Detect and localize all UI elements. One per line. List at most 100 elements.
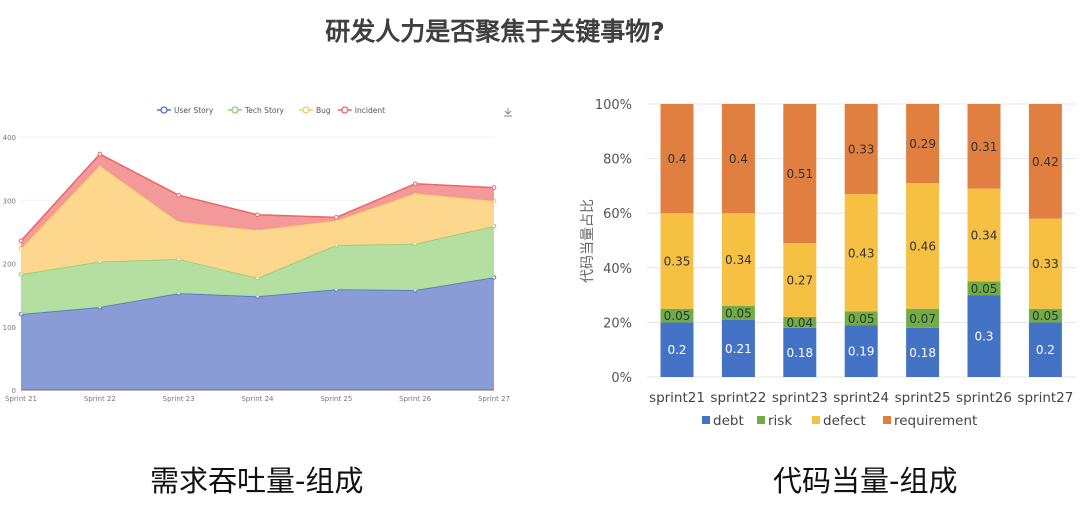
data-label: 0.35 <box>664 254 691 268</box>
x-tick-label: sprint22 <box>710 390 766 406</box>
legend-label: Incident <box>355 106 385 115</box>
y-tick-label: 300 <box>3 197 16 205</box>
bar-risk <box>660 308 694 323</box>
data-label: 0.05 <box>1032 309 1059 323</box>
bar-risk <box>1028 308 1062 323</box>
bar-requirement <box>721 104 755 214</box>
x-tick-label: sprint25 <box>895 390 951 406</box>
data-point <box>491 185 497 190</box>
bar-risk <box>906 308 940 328</box>
data-label: 0.29 <box>909 137 936 151</box>
legend-marker-icon <box>160 106 168 114</box>
legend-label: Tech Story <box>244 106 285 115</box>
y-tick-label: 80% <box>603 153 632 168</box>
x-tick-label: Sprint 27 <box>478 395 510 403</box>
left-chart-caption: 需求吞吐量-组成 <box>150 464 364 498</box>
legend-label: risk <box>768 413 792 429</box>
y-tick-label: 200 <box>3 261 16 269</box>
y-tick-label: 0% <box>611 371 632 386</box>
bar-defect <box>721 213 755 307</box>
bar-risk <box>844 311 878 326</box>
bar-debt <box>660 322 694 377</box>
data-label: 0.43 <box>848 246 875 260</box>
bar-debt <box>1028 322 1062 377</box>
bar-debt <box>721 319 755 377</box>
x-tick-label: Sprint 21 <box>5 395 37 403</box>
area-user-story <box>21 277 494 390</box>
bar-requirement <box>844 104 878 195</box>
bar-debt <box>967 295 1001 377</box>
data-label: 0.34 <box>971 229 998 243</box>
data-label: 0.4 <box>729 152 748 166</box>
download-icon <box>504 108 512 117</box>
data-label: 0.34 <box>725 253 752 267</box>
legend-label: User Story <box>174 106 214 115</box>
data-point <box>255 212 260 218</box>
bar-debt <box>844 325 878 377</box>
legend-swatch-icon <box>702 416 710 424</box>
area-incident <box>21 154 494 249</box>
bar-debt <box>783 327 817 377</box>
bar-defect <box>783 243 817 317</box>
data-point <box>412 181 418 187</box>
data-label: 0.3 <box>974 330 993 344</box>
data-point <box>97 151 103 157</box>
y-tick-label: 0 <box>12 387 16 395</box>
data-label: 0.33 <box>848 143 875 157</box>
y-axis-label: 代码当量占比 <box>580 199 596 283</box>
data-label: 0.51 <box>786 167 813 181</box>
data-label: 0.05 <box>725 306 752 320</box>
data-label: 0.05 <box>971 282 998 296</box>
data-label: 0.4 <box>667 152 686 166</box>
data-label: 0.05 <box>664 309 691 323</box>
x-tick-label: sprint27 <box>1017 390 1073 406</box>
legend-swatch-icon <box>812 416 820 424</box>
bar-defect <box>967 188 1001 282</box>
x-tick-label: Sprint 23 <box>163 395 195 403</box>
bar-risk <box>967 281 1001 296</box>
data-label: 0.2 <box>667 343 686 357</box>
bar-risk <box>783 316 817 328</box>
legend-label: debt <box>713 413 744 429</box>
data-point <box>18 238 24 244</box>
data-label: 0.2 <box>1036 343 1055 357</box>
legend-label: Bug <box>316 106 331 115</box>
legend-marker-icon <box>302 106 310 114</box>
data-label: 0.19 <box>848 345 875 359</box>
data-label: 0.33 <box>1032 257 1059 271</box>
area-tech-story <box>21 226 494 315</box>
data-label: 0.21 <box>725 342 752 356</box>
data-label: 0.31 <box>971 140 998 154</box>
x-tick-label: Sprint 22 <box>84 395 116 403</box>
data-point <box>334 215 339 220</box>
data-label: 0.46 <box>909 239 936 253</box>
x-tick-label: Sprint 24 <box>241 395 274 403</box>
bar-requirement <box>906 104 940 184</box>
page-title: 研发人力是否聚焦于关键事物? <box>325 17 665 46</box>
data-label: 0.05 <box>848 312 875 326</box>
bar-defect <box>660 213 694 309</box>
bar-requirement <box>660 104 694 214</box>
legend-swatch-icon <box>757 416 765 424</box>
y-tick-label: 40% <box>603 262 632 277</box>
x-tick-label: Sprint 26 <box>399 395 432 403</box>
bar-risk <box>721 306 755 320</box>
x-tick-label: sprint21 <box>649 390 705 406</box>
bar-requirement <box>967 104 1001 189</box>
legend-marker-icon <box>231 106 239 114</box>
legend-label: defect <box>823 413 866 429</box>
data-label: 0.27 <box>786 274 813 288</box>
data-point <box>176 192 181 198</box>
data-label: 0.18 <box>786 346 813 360</box>
y-tick-label: 100% <box>595 98 632 113</box>
y-tick-label: 60% <box>603 207 632 222</box>
bar-requirement <box>1028 104 1062 219</box>
x-tick-label: sprint24 <box>833 390 889 406</box>
right-chart-caption: 代码当量-组成 <box>773 464 958 498</box>
data-label: 0.04 <box>786 316 813 330</box>
x-tick-label: Sprint 25 <box>320 395 352 403</box>
data-label: 0.42 <box>1032 155 1059 169</box>
legend-label: requirement <box>894 413 977 429</box>
bar-requirement <box>783 104 817 244</box>
